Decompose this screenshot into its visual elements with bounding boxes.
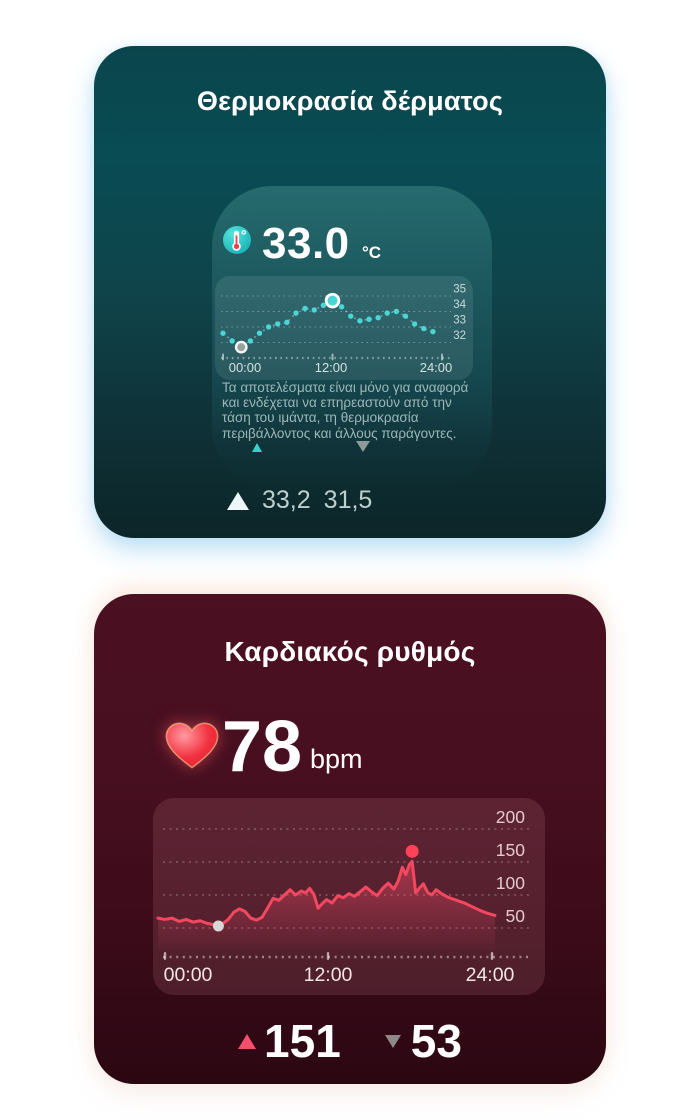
svg-text:34: 34	[453, 299, 466, 311]
skin-temperature-disclaimer: Τα αποτελέσματα είναι μόνο για αναφορά κ…	[222, 380, 469, 441]
svg-text:24:00: 24:00	[466, 964, 515, 986]
svg-text:12:00: 12:00	[304, 964, 353, 986]
skin-temperature-watch-preview: 33.0 °C 35 34 33 32 00:00 12:00 24:00 Τα αποτε…	[212, 186, 492, 488]
skin-temperature-chart-svg: 35 34 33 32 00:00 12:00 24:00	[220, 284, 467, 375]
skin-temperature-title: Θερμοκρασία δέρματος	[196, 86, 504, 116]
skin-temperature-chart: 35 34 33 32 00:00 12:00 24:00	[215, 276, 473, 380]
heart-icon	[164, 721, 220, 773]
heart-rate-min-value: 53	[410, 1015, 462, 1067]
svg-text:33: 33	[453, 315, 466, 327]
heart-rate-summary: 151 53	[94, 1014, 606, 1068]
heart-rate-unit: bpm	[310, 744, 363, 774]
min-triangle-icon	[384, 1034, 401, 1048]
svg-text:35: 35	[453, 284, 466, 296]
svg-text:00:00: 00:00	[164, 964, 213, 986]
skin-temperature-max-value: 33,2	[262, 486, 311, 514]
heart-rate-value: 78	[222, 707, 303, 787]
svg-text:24:00: 24:00	[420, 360, 453, 375]
skin-temperature-unit: °C	[362, 243, 382, 262]
svg-text:12:00: 12:00	[315, 360, 348, 375]
min-arrow-icon	[356, 441, 370, 452]
svg-text:100: 100	[496, 873, 525, 893]
heart-rate-card[interactable]: Καρδιακός ρυθμός 78 bpm 200 150 100 50 00:00…	[94, 594, 606, 1084]
skin-temperature-summary: 33,2 31,5	[227, 486, 372, 515]
thermometer-icon	[223, 226, 251, 254]
max-triangle-icon	[238, 1033, 257, 1049]
max-arrow-icon	[252, 443, 262, 452]
skin-temperature-card[interactable]: Θερμοκρασία δέρματος 33.0 °C 35 34 33 32 00:…	[94, 46, 606, 538]
svg-text:50: 50	[506, 906, 526, 926]
heart-rate-max-value: 151	[264, 1015, 341, 1067]
svg-text:32: 32	[453, 330, 466, 342]
svg-text:00:00: 00:00	[229, 360, 262, 375]
max-triangle-icon	[227, 491, 249, 510]
skin-temperature-value: 33.0	[262, 219, 350, 268]
heart-rate-chart-svg: 200 150 100 50 00:00 12:00 24:00	[156, 807, 531, 986]
heart-rate-title: Καρδιακός ρυθμός	[224, 636, 476, 667]
svg-text:200: 200	[496, 807, 525, 827]
svg-text:150: 150	[496, 840, 525, 860]
skin-temperature-min-value: 31,5	[323, 486, 373, 514]
heart-rate-chart: 200 150 100 50 00:00 12:00 24:00	[153, 798, 545, 995]
